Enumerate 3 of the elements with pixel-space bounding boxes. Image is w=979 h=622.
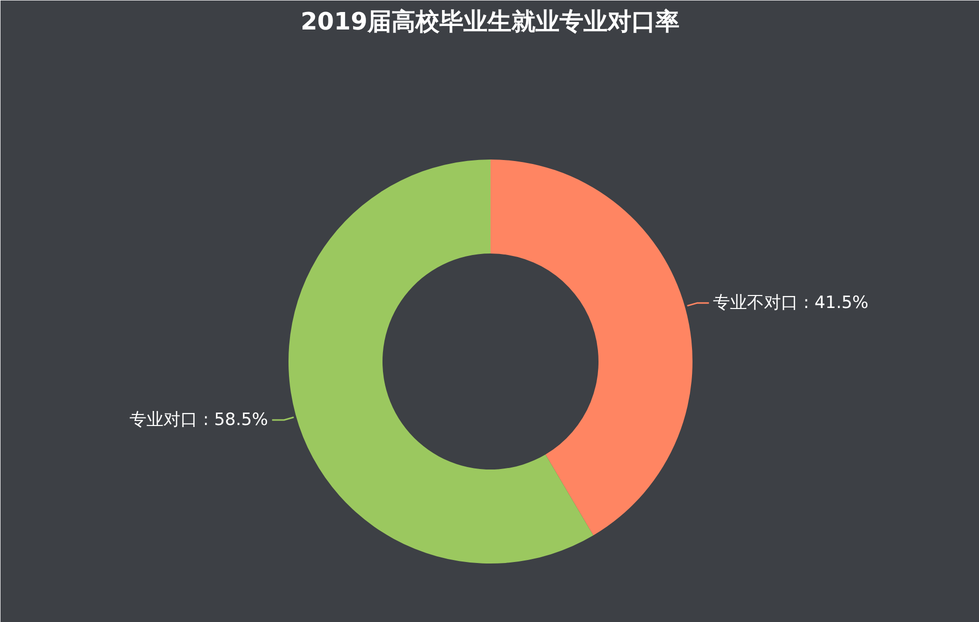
chart-title: 2019届高校毕业生就业专业对口率 [300, 8, 680, 36]
slice-label: 专业不对口 : 41.5% [712, 293, 868, 314]
slice-label: 专业对口 : 58.5% [130, 410, 268, 430]
